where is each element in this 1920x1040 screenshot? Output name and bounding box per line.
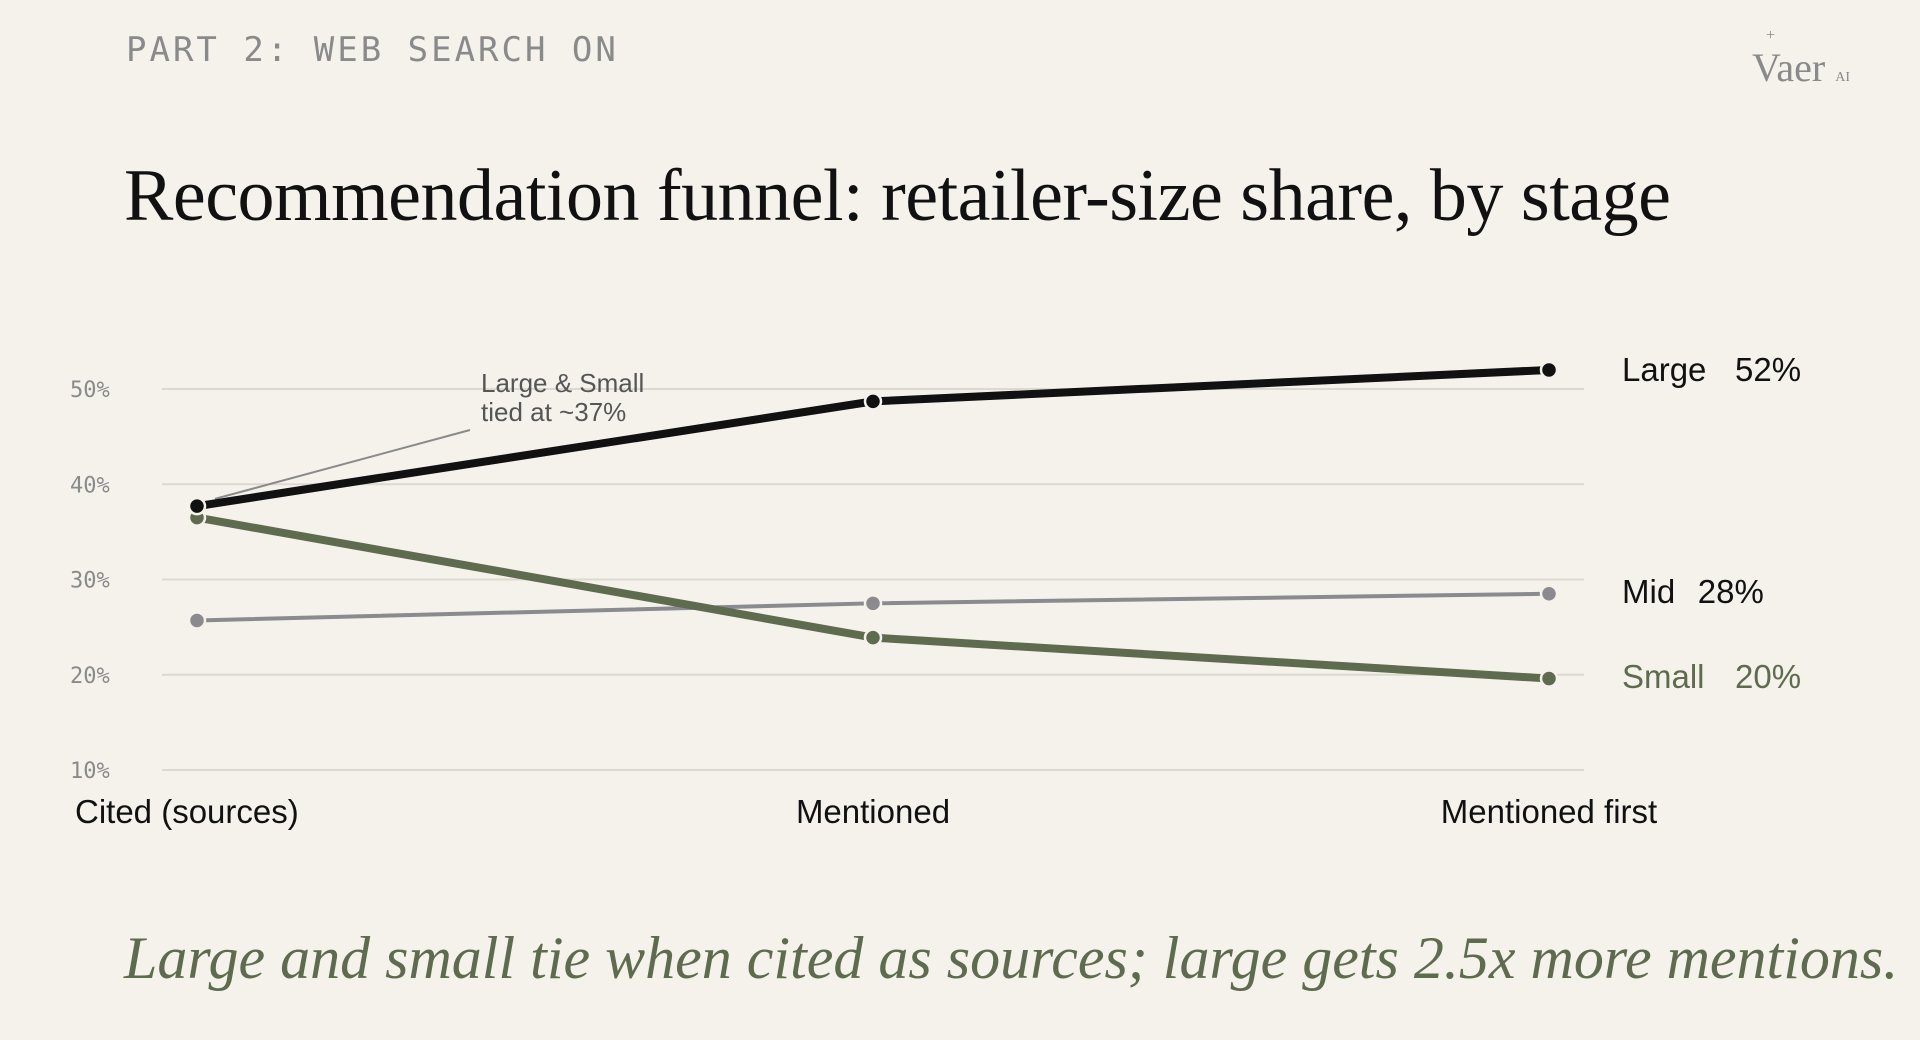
series-end-value-mid: 28%: [1698, 573, 1764, 610]
series-line-large: [193, 365, 1553, 511]
funnel-line-chart: 10% 20% 30% 40% 50% Cited (sources) Mentioned M…: [70, 351, 1801, 830]
annotation-text: tied at ~37%: [481, 397, 626, 427]
data-point-large: [863, 392, 883, 411]
data-point-mid: [1539, 584, 1559, 604]
x-category-label: Mentioned first: [1441, 793, 1657, 830]
x-category-label: Mentioned: [796, 793, 950, 830]
annotation-leader-line: [214, 429, 471, 500]
data-point-mid: [187, 611, 207, 630]
y-tick-label: 30%: [70, 569, 110, 594]
series-end-value-small: 20%: [1735, 658, 1801, 695]
y-tick-label: 10%: [70, 759, 110, 784]
y-tick-label: 20%: [70, 664, 110, 689]
y-tick-label: 40%: [70, 473, 110, 498]
data-point-mid: [863, 594, 883, 613]
data-point-large: [1539, 360, 1559, 380]
series-end-label-large: Large: [1622, 351, 1706, 388]
x-category-label: Cited (sources): [75, 793, 299, 830]
section-eyebrow: PART 2: WEB SEARCH ON: [126, 30, 619, 70]
data-point-large: [187, 496, 207, 516]
series-end-value-large: 52%: [1735, 351, 1801, 388]
y-tick-label: 50%: [70, 378, 110, 403]
brand-suffix: AI: [1835, 70, 1850, 85]
brand-plus-mark: +: [1765, 27, 1775, 44]
annotation-text: Large & Small: [481, 368, 644, 398]
series-end-label-mid: Mid: [1622, 573, 1675, 610]
series-end-label-small: Small: [1622, 658, 1705, 695]
data-point-small: [863, 628, 883, 647]
chart-title: Recommendation funnel: retailer-size sha…: [124, 155, 1671, 237]
brand-name: Vaer: [1751, 45, 1826, 90]
takeaway-caption: Large and small tie when cited as source…: [124, 925, 1899, 991]
brand-logo: + Vaer AI: [1752, 28, 1850, 90]
data-point-small: [1539, 669, 1559, 688]
